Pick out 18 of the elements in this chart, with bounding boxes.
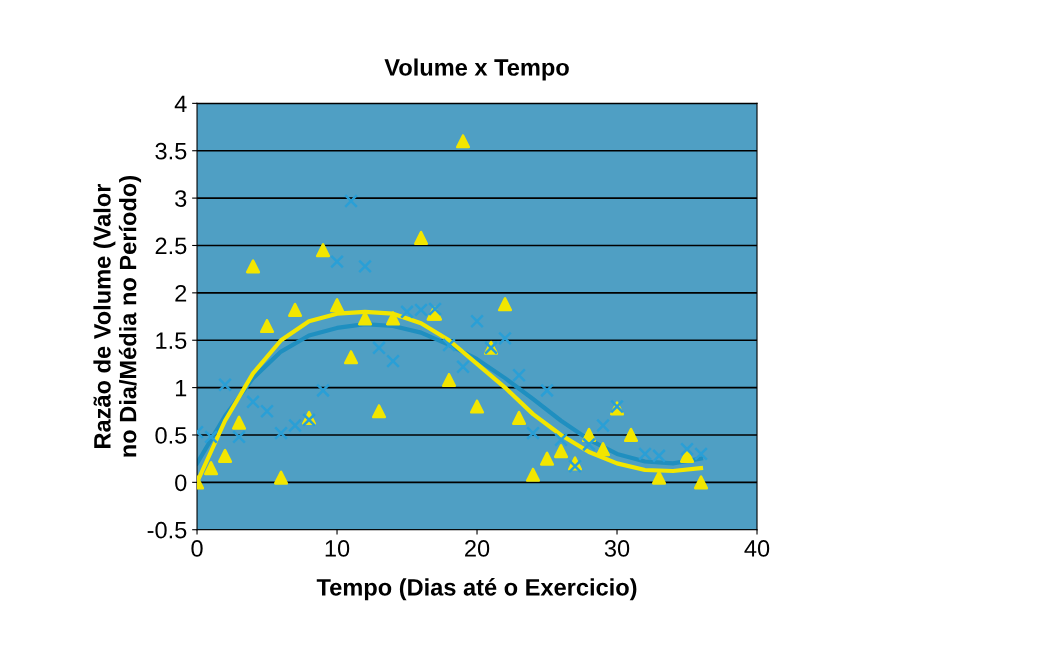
- y-tick-label: 0: [175, 474, 187, 492]
- y-tick-label: 2: [175, 284, 187, 302]
- y-tick-label: 0.5: [155, 427, 187, 444]
- y-tick-label: 1: [175, 379, 187, 397]
- y-tick-label: 1.5: [156, 332, 187, 350]
- x-tick-label: 20: [465, 540, 490, 557]
- x-tick-label: 10: [325, 540, 350, 557]
- y-tick-label: 3.5: [155, 142, 187, 160]
- chart-title: Volume x Tempo: [384, 58, 569, 81]
- y-tick-label: -0.5: [147, 521, 187, 539]
- y-axis-title: Razão de Volume (Valor no Dia/Média no Período): [93, 176, 142, 457]
- y-tick-label: 2.5: [155, 237, 187, 255]
- y-tick-label: 3: [175, 190, 187, 207]
- x-tick-label: 40: [744, 540, 770, 557]
- y-tick-label: 4: [174, 95, 187, 112]
- x-tick-label: 0: [191, 540, 203, 557]
- x-tick-label: 30: [604, 540, 630, 557]
- x-axis-title: Tempo (Dias até o Exercicio): [316, 578, 637, 601]
